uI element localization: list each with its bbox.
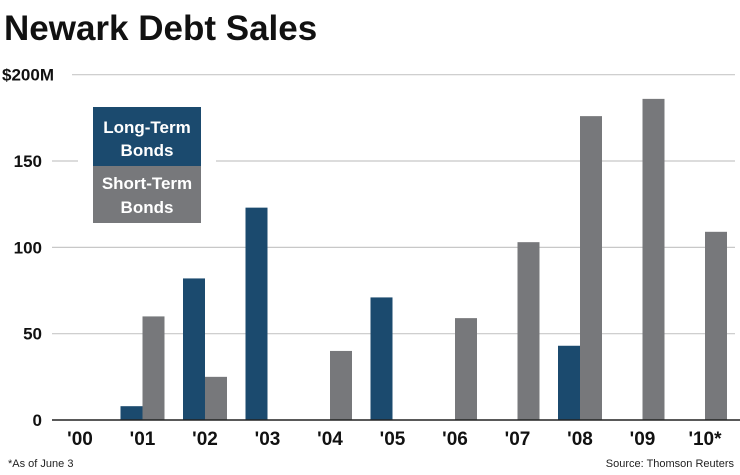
bar-short-term-04 xyxy=(330,350,352,420)
y-axis-ticks: 0 50 100 150 $200M xyxy=(2,66,54,430)
y-tick-label: 50 xyxy=(23,325,42,344)
x-axis-ticks: '00 '01 '02 '03 '04 '05 '06 '07 '08 '09 '10* xyxy=(67,429,722,450)
x-tick-label: '07 xyxy=(505,429,531,450)
legend-label-short-term-line1: Short-Term xyxy=(102,174,192,193)
legend: Long-Term Bonds Short-Term Bonds xyxy=(78,100,216,230)
x-tick-label: '04 xyxy=(317,429,343,450)
bar-long-term-08 xyxy=(558,345,580,420)
x-tick-label: '05 xyxy=(380,429,406,450)
bar-short-term-07 xyxy=(517,242,540,420)
bar-short-term-02 xyxy=(205,376,227,420)
bars xyxy=(120,98,727,421)
bar-short-term-06 xyxy=(455,318,477,420)
x-tick-label: '06 xyxy=(442,429,468,450)
legend-swatch-long-term xyxy=(93,107,201,166)
footnote: *As of June 3 xyxy=(8,458,73,470)
x-tick-label: '10* xyxy=(688,429,722,450)
legend-label-long-term-line2: Bonds xyxy=(121,141,174,160)
x-tick-label: '09 xyxy=(630,429,656,450)
bar-short-term-09 xyxy=(642,98,665,420)
x-tick-label: '08 xyxy=(567,429,593,450)
bar-short-term-08 xyxy=(580,116,602,421)
source-note: Source: Thomson Reuters xyxy=(606,458,735,470)
y-tick-label: $200M xyxy=(2,66,54,85)
legend-label-short-term-line2: Bonds xyxy=(121,198,174,217)
chart-title: Newark Debt Sales xyxy=(4,9,317,48)
y-tick-label: 150 xyxy=(14,152,42,171)
legend-swatch-short-term xyxy=(93,166,201,223)
y-tick-label: 0 xyxy=(33,411,42,430)
bar-long-term-05 xyxy=(370,297,393,420)
bar-long-term-01 xyxy=(120,406,143,420)
bar-long-term-03 xyxy=(245,207,268,420)
x-tick-label: '01 xyxy=(130,429,156,450)
x-tick-label: '02 xyxy=(192,429,218,450)
x-tick-label: '03 xyxy=(255,429,281,450)
bar-short-term-01 xyxy=(142,316,165,420)
bar-long-term-02 xyxy=(183,278,205,420)
x-tick-label: '00 xyxy=(67,429,93,450)
y-tick-label: 100 xyxy=(14,238,42,257)
bar-short-term-10 xyxy=(705,231,727,420)
legend-label-long-term-line1: Long-Term xyxy=(103,118,191,137)
